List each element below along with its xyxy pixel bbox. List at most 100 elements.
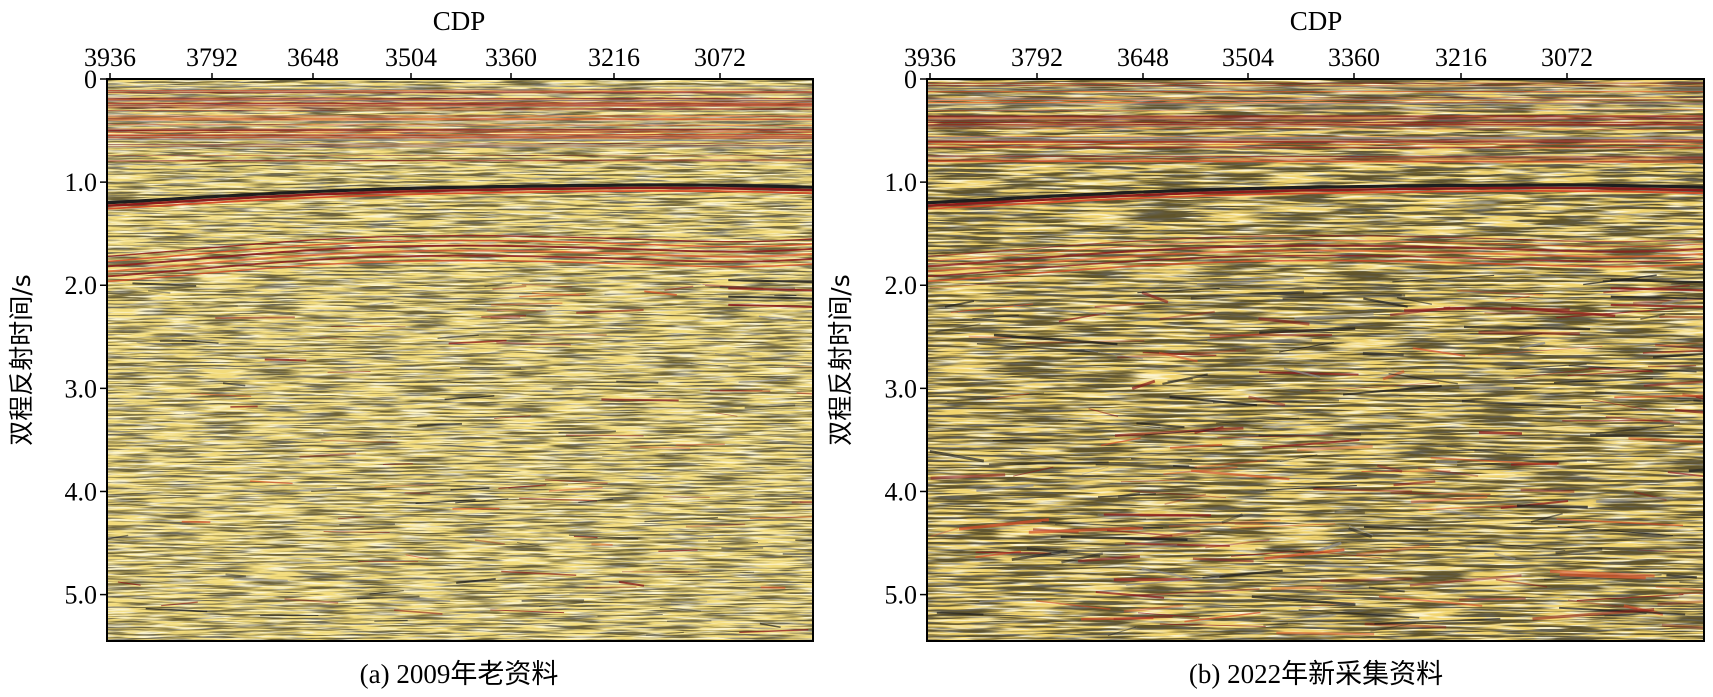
reflector-stroke (1026, 547, 1101, 558)
reflector-stroke (1094, 302, 1145, 308)
reflector-stroke (311, 488, 387, 493)
reflector-stroke (1077, 554, 1140, 563)
reflector-stroke (181, 339, 219, 344)
reflector-stroke (1255, 548, 1305, 554)
reflector-stroke (1667, 471, 1704, 478)
reflector-stroke (1310, 382, 1440, 392)
reflector-stroke (250, 480, 293, 485)
reflector-stroke (644, 516, 718, 523)
reflector-stroke (1478, 331, 1580, 336)
reflector-stroke (1659, 315, 1704, 319)
reflector-stroke (948, 443, 1067, 448)
reflector-stroke (1158, 276, 1262, 285)
reflector-stroke (1605, 416, 1680, 424)
reflector-stroke (107, 244, 813, 268)
reflector-stroke (976, 342, 1099, 353)
reflector-stroke (1356, 544, 1430, 557)
reflector-stroke (1141, 291, 1169, 304)
reflector-stroke (1216, 417, 1300, 424)
reflector-stroke (107, 94, 813, 97)
panel-a-x-axis-title: CDP (433, 6, 486, 36)
reflector-stroke (1136, 422, 1185, 429)
reflector-stroke (1265, 484, 1357, 491)
reflector-stroke (1103, 513, 1211, 517)
reflector-stroke (107, 239, 813, 263)
reflector-stroke (944, 300, 975, 308)
reflector-stroke (1568, 364, 1697, 373)
reflector-stroke (1610, 287, 1704, 292)
reflector-stroke (1559, 573, 1646, 580)
seabed-reflector (107, 186, 813, 207)
reflector-stroke (181, 520, 211, 524)
reflector-stroke (1205, 539, 1270, 549)
panel-b-y-axis-title: 双程反射时间/s (826, 274, 855, 445)
reflector-stroke (927, 249, 1704, 273)
reflector-stroke (521, 283, 573, 288)
reflector-stroke (1567, 599, 1638, 610)
reflector-stroke (444, 395, 495, 401)
reflector-stroke (1610, 303, 1704, 308)
reflector-stroke (1478, 345, 1603, 356)
reflector-stroke (979, 599, 1033, 603)
reflector-stroke (1276, 631, 1375, 636)
reflector-stroke (739, 629, 809, 634)
reflector-stroke (1499, 333, 1543, 340)
reflector-stroke (1505, 363, 1587, 370)
reflector-stroke (1137, 612, 1200, 618)
reflector-stroke (107, 102, 813, 105)
reflector-stroke (1159, 310, 1215, 321)
reflector-stroke (517, 542, 540, 547)
reflector-stroke (1643, 380, 1704, 387)
reflector-stroke (1081, 616, 1154, 621)
reflector-stroke (107, 254, 813, 278)
reflector-stroke (1393, 480, 1436, 487)
reflector-stroke (1390, 492, 1491, 495)
reflector-stroke (519, 293, 586, 298)
reflector-stroke (728, 295, 813, 300)
reflector-stroke (319, 336, 347, 340)
reflector-stroke (486, 309, 546, 312)
reflector-stroke (107, 259, 813, 283)
reflector-stroke (1197, 277, 1304, 286)
reflector-stroke (573, 535, 598, 539)
reflector-stroke (992, 439, 1110, 442)
reflector-stroke (290, 486, 337, 493)
reflector-stroke (327, 371, 371, 373)
reflector-stroke (255, 284, 334, 289)
reflector-stroke (1231, 550, 1301, 557)
reflector-stroke (936, 611, 984, 616)
reflector-stroke (192, 303, 238, 307)
reflector-stroke (508, 484, 569, 489)
reflector-stroke (758, 315, 793, 321)
reflector-stroke (1169, 443, 1223, 449)
reflector-stroke (107, 125, 813, 128)
reflector-stroke (531, 292, 580, 297)
y-tick-label: 0 (904, 65, 917, 94)
panel-a-seismic-image (107, 79, 813, 641)
x-tick-label: 3504 (385, 43, 437, 72)
reflector-stroke (1557, 526, 1673, 537)
reflector-stroke (145, 607, 208, 613)
reflector-stroke (1262, 423, 1311, 428)
reflector-stroke (1036, 600, 1111, 610)
reflector-stroke (107, 108, 813, 112)
reflector-stroke (107, 88, 813, 91)
reflector-stroke (1279, 454, 1318, 462)
reflector-stroke (1362, 351, 1404, 357)
reflector-stroke (968, 335, 1012, 339)
reflector-stroke (1305, 564, 1369, 569)
reflector-stroke (782, 553, 813, 556)
reflector-stroke (190, 393, 252, 397)
panel-a-caption: (a) 2009年老资料 (360, 659, 559, 689)
reflector-stroke (1458, 540, 1566, 551)
reflector-stroke (1194, 459, 1268, 469)
reflector-stroke (1364, 622, 1447, 629)
reflector-stroke (584, 586, 637, 589)
reflector-stroke (1212, 399, 1339, 404)
reflector-stroke (148, 290, 171, 294)
reflector-stroke (1553, 377, 1653, 384)
reflector-stroke (1296, 444, 1373, 452)
reflector-stroke (1576, 593, 1684, 602)
reflector-stroke (1168, 519, 1281, 528)
reflector-stroke (1678, 595, 1704, 600)
